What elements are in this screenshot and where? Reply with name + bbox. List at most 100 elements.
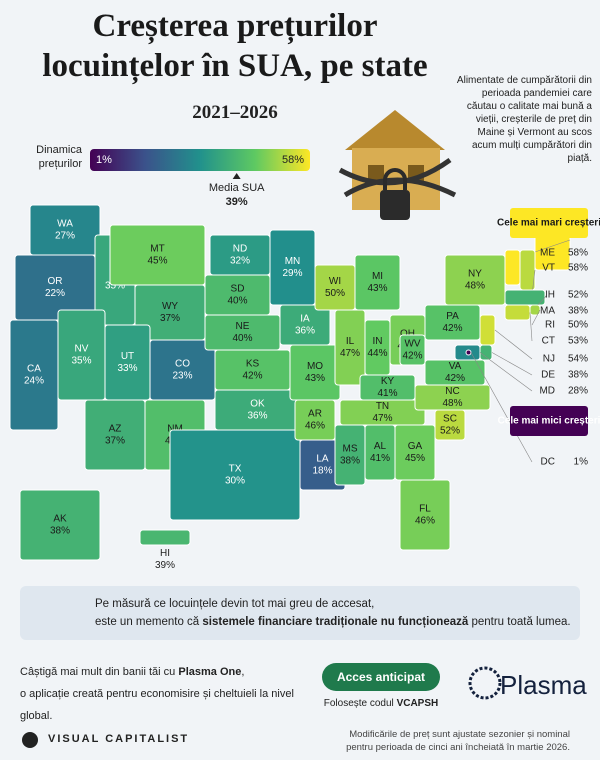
state [504, 304, 531, 321]
state-code: AZ [109, 424, 122, 435]
state-value: 37% [105, 436, 125, 447]
state-code: MO [307, 361, 323, 372]
state-value: 40% [227, 296, 247, 307]
callout-code: MA [540, 306, 555, 317]
text: pentru toată lumea. [468, 616, 571, 628]
callout-value: 53% [568, 336, 588, 347]
average-marker [232, 173, 241, 179]
state-value: 24% [24, 376, 44, 387]
state-value: 47% [340, 348, 360, 359]
state [504, 249, 521, 286]
state-value: 35% [71, 356, 91, 367]
callout-line [491, 352, 533, 376]
state-code: KS [246, 359, 260, 370]
state-value: 29% [282, 268, 302, 279]
state-value: 43% [305, 373, 325, 384]
text: Pe măsură ce locuințele devin tot mai gr… [95, 598, 375, 610]
state-code: NM [167, 424, 183, 435]
callout-line [470, 352, 533, 463]
state [479, 314, 496, 346]
callout-value: 52% [568, 290, 588, 301]
state-value: 46% [305, 421, 325, 432]
state-code: VA [449, 361, 462, 372]
text-bold: sistemele financiare tradiționale nu fun… [202, 616, 469, 628]
state-value: 44% [367, 348, 387, 359]
state-code: OH [400, 329, 415, 340]
state-code: GA [408, 441, 423, 452]
text-bold: VCAPSH [396, 698, 439, 709]
ad-text: Câștigă mai mult din banii tăi cu Plasma… [20, 661, 320, 727]
button[interactable]: Acces anticipat [322, 663, 440, 691]
callout-value: 58% [568, 263, 588, 274]
state-value: 43% [367, 283, 387, 294]
state-code: MS [343, 444, 358, 455]
state [399, 479, 451, 551]
legend-min: 1% [96, 154, 112, 166]
state-code: PA [446, 311, 459, 322]
state-value: 42% [242, 371, 262, 382]
state-value: 18% [312, 466, 332, 477]
legend-max: 58% [282, 154, 304, 166]
state-code: TN [376, 401, 389, 412]
state-code: WV [404, 339, 420, 350]
state-value: 33% [117, 363, 137, 374]
callout-value: 54% [568, 354, 588, 365]
state-value: 45% [147, 256, 167, 267]
state-value: 27% [55, 231, 75, 242]
callout-code: ME [540, 248, 555, 259]
average-label: Media SUA [209, 182, 265, 194]
state-code: IL [346, 336, 355, 347]
callout-code: DC [541, 457, 555, 468]
state-code: NV [75, 344, 89, 355]
state-code: AK [53, 514, 67, 525]
state-value: 36% [247, 411, 267, 422]
state-value: 38% [340, 456, 360, 467]
state-code: KY [381, 376, 395, 387]
callout-line [494, 329, 533, 360]
state-code: NC [445, 386, 459, 397]
house-illustration [338, 110, 457, 220]
callout-code: DE [541, 370, 555, 381]
state-value: 52% [440, 426, 460, 437]
callout-line [531, 309, 541, 326]
state-code: AL [374, 441, 387, 452]
state-value: 38% [50, 526, 70, 537]
callout-code: NH [541, 290, 555, 301]
state-value: 37% [160, 313, 180, 324]
legend-bar [90, 149, 310, 171]
state-code: ND [233, 244, 247, 255]
state-code: HI [160, 548, 170, 559]
state-value: 22% [45, 288, 65, 299]
state-value: 47% [372, 413, 392, 424]
callout-line [479, 352, 533, 392]
state [479, 344, 493, 361]
state-code: TX [229, 464, 242, 475]
group-box [510, 208, 588, 238]
text: este un memento că [95, 616, 203, 628]
state-value: 50% [325, 288, 345, 299]
state-value: 39% [155, 560, 175, 571]
state [504, 289, 546, 306]
callout-line [529, 312, 533, 342]
state-value: 41% [370, 453, 390, 464]
average-value: 39% [226, 196, 248, 208]
state [19, 489, 101, 561]
banner [20, 586, 580, 640]
callout-value: 50% [568, 320, 588, 331]
state-code: MN [285, 256, 301, 267]
state-code: WY [162, 301, 178, 312]
legend-title: Dinamica prețurilor [36, 144, 82, 170]
title-line: Creșterea prețurilor [92, 8, 378, 44]
callout-code: RI [545, 320, 555, 331]
state-code: OR [48, 276, 63, 287]
state-code: NE [236, 321, 250, 332]
title-line: locuințelor în SUA, pe state [42, 48, 428, 84]
state-code: OK [250, 399, 265, 410]
state [519, 249, 536, 291]
group-label: Cele mai mici creșteri [498, 416, 600, 427]
callout-value: 38% [568, 306, 588, 317]
callout-code: VT [542, 263, 555, 274]
state-value: 36% [295, 326, 315, 337]
state-code: SC [443, 414, 457, 425]
state-code: CO [175, 359, 190, 370]
